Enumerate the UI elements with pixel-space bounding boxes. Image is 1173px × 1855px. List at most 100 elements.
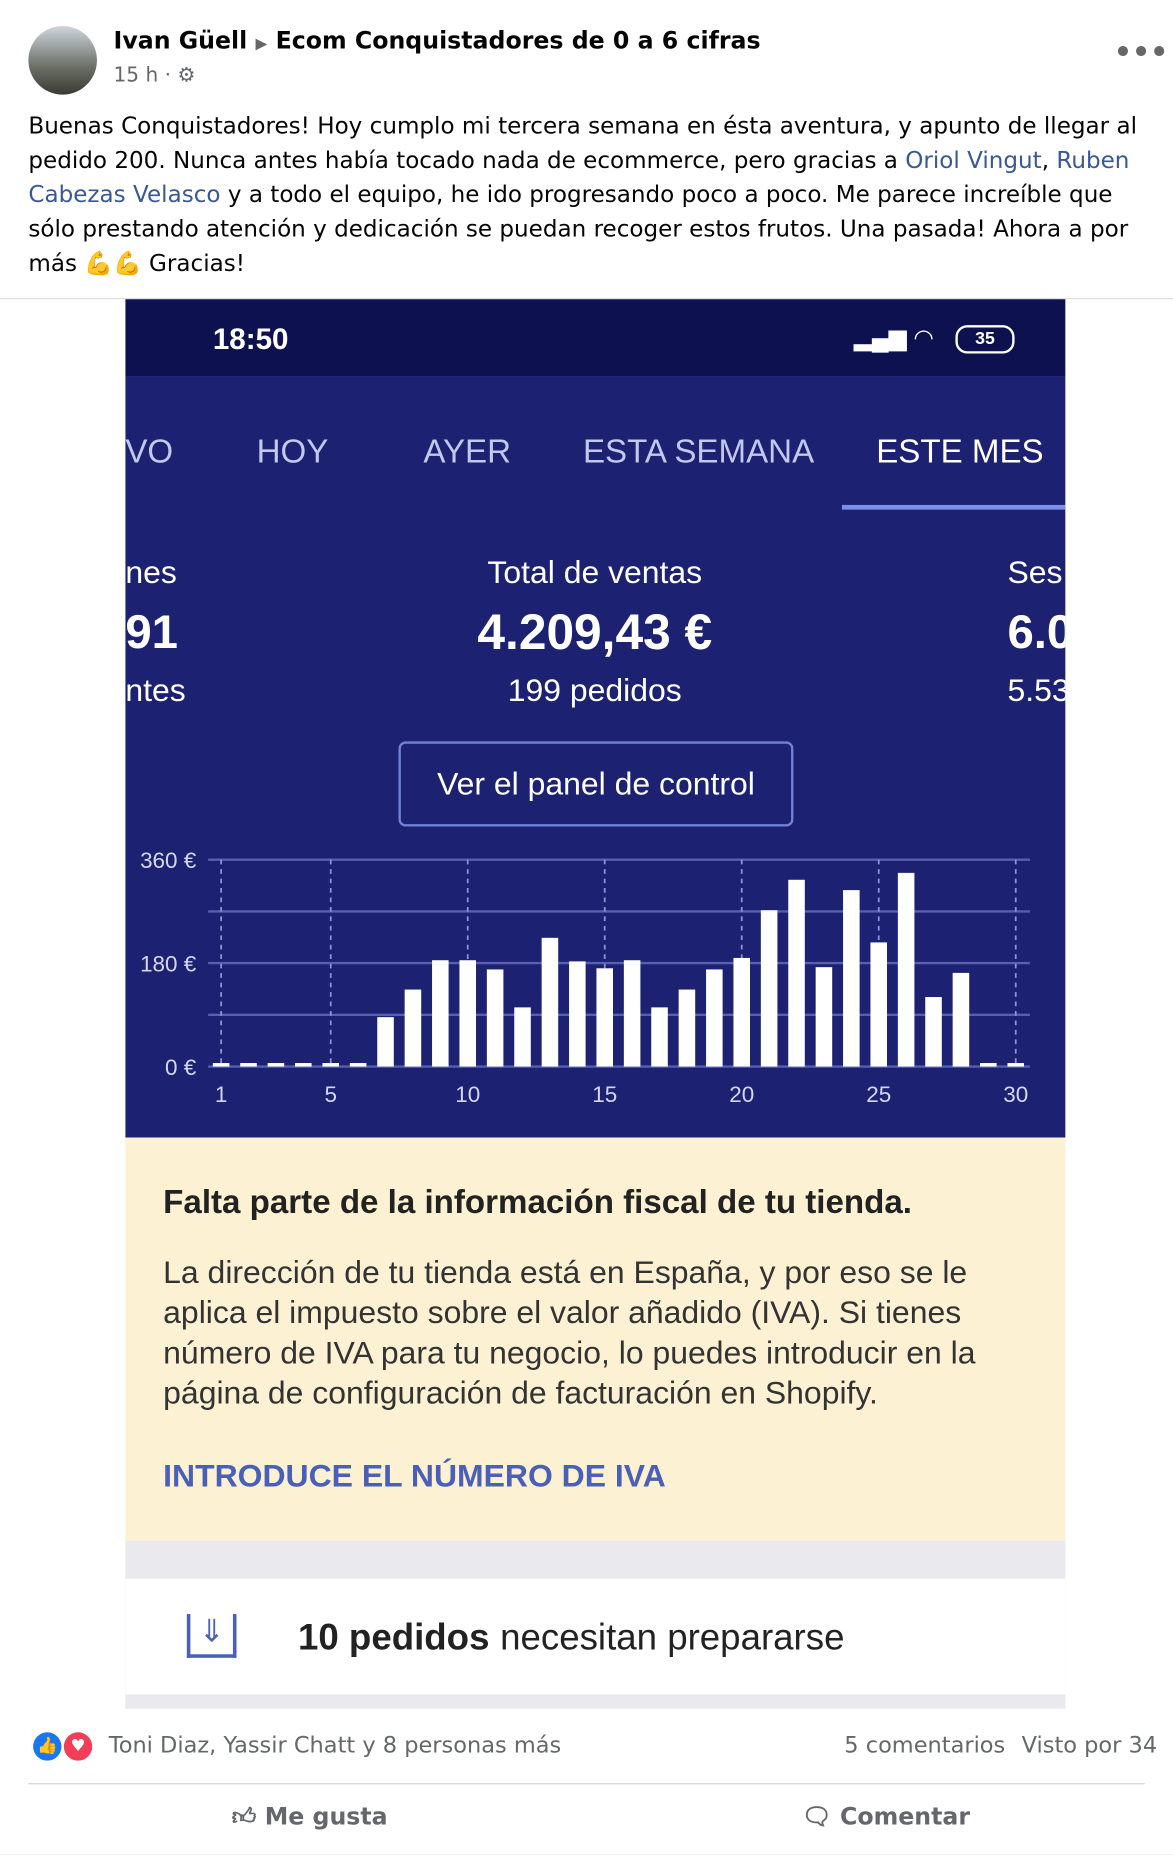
comment-glyph: 🗨︎ [801,1802,840,1831]
bar [1007,1063,1025,1067]
y-tick-label: 0 € [165,1055,197,1080]
bar [349,1063,367,1067]
stat-right: Ses [1007,554,1063,591]
stat-sub: 199 pedidos [507,672,682,709]
like-button[interactable]: 👍︎ Me gusta [232,1802,388,1832]
bar [870,942,888,1067]
bar [459,960,477,1067]
arrow: ▶ [255,35,268,54]
bar [706,969,723,1067]
stat-label: Total de ventas [487,554,703,591]
tab[interactable]: VO [125,432,174,470]
tab-underline [841,504,1066,510]
x-tick-label: 5 [324,1082,337,1107]
x-tick-label: 25 [866,1082,891,1107]
stat-left: nes [125,554,177,591]
mention[interactable]: Oriol Vingut [905,146,1042,174]
love-icon: ♥ [63,1732,93,1761]
x-tick-label: 10 [455,1082,480,1107]
separator: · ⚙ [158,63,196,88]
tab[interactable]: HOY [256,432,329,470]
group[interactable]: Ecom Conquistadores de 0 a 6 cifras [275,26,761,55]
y-tick-label: 360 € [140,848,197,873]
text: Buenas Conquistadores! Hoy cumplo mi ter… [28,112,1137,174]
bar [404,989,422,1067]
header: Ivan Güell ▶ Ecom Conquistadores de 0 a … [114,26,761,54]
meta: 15 h · ⚙ [114,64,196,88]
phone-screenshot: 18:50 ▂▄▆ ◠ 35 nes 91 ntes Total de vent… [125,299,1066,1709]
notice-title: Falta parte de la información fiscal de … [163,1183,912,1221]
status-time: 18:50 [212,322,289,356]
reactions[interactable]: Toni Diaz, Yassir Chatt y 8 personas más [108,1732,562,1759]
text: y a todo el equipo, he ido progresando p… [28,180,1129,277]
bar [678,989,696,1067]
divider [28,1783,1145,1785]
bar [432,960,449,1067]
bar [267,1063,285,1067]
like-glyph: 👍︎ [231,1802,265,1831]
bar [925,997,942,1067]
x-tick-label: 20 [729,1082,754,1107]
bar [514,1007,531,1067]
stat-left: ntes [125,672,186,709]
divider [0,297,1173,300]
bar [788,879,805,1067]
comments-count[interactable]: 5 comentarios [844,1732,1006,1759]
notice-body: La dirección de tu tienda está en España… [163,1254,976,1411]
bar [212,1063,230,1067]
bar [569,961,586,1067]
orders[interactable]: 10 pedidos necesitan prepararse [298,1616,844,1659]
stat-right: 5.53 [1007,672,1066,709]
comment-button[interactable]: 🗨︎ Comentar [802,1802,970,1830]
author[interactable]: Ivan Güell [113,26,248,55]
tab[interactable]: ESTE MES [876,432,1044,470]
bar [322,1063,339,1067]
views[interactable]: Visto por 34 [1021,1732,1158,1759]
mention[interactable]: Ruben Cabezas Velasco [28,146,1130,209]
bar [843,890,860,1067]
stat-value: 4.209,43 € [477,604,713,660]
bar [240,1063,257,1067]
orders-text: necesitan prepararse [500,1616,845,1658]
bar [377,1017,394,1067]
orders-panel [125,1578,1066,1695]
orders-count: 10 pedidos [297,1616,490,1658]
bar [952,972,970,1067]
notice-action[interactable]: INTRODUCE EL NÚMERO DE IVA [163,1457,666,1494]
more[interactable]: ••• [1113,35,1169,69]
tab[interactable]: AYER [423,432,512,470]
bar [815,967,833,1067]
bar [733,957,751,1067]
x-tick-label: 15 [592,1082,617,1107]
bar [541,937,559,1067]
bar [486,969,504,1067]
bar [623,960,641,1067]
time[interactable]: 15 h [113,63,159,88]
bar [897,872,915,1067]
bar [596,968,614,1067]
bar [760,910,778,1067]
text: , [1041,146,1057,174]
like-label: Me gusta [264,1802,388,1831]
chart: 0 €180 €360 €1 5 10 15 20 25 30 [140,848,1030,1107]
y-tick-label: 180 € [140,951,197,976]
comment-label: Comentar [839,1802,971,1831]
bar [651,1007,668,1067]
stat-left: 91 [125,606,178,659]
tab[interactable]: ESTA SEMANA [582,432,815,470]
notice [125,1137,1066,1541]
x-tick-label: 30 [1003,1082,1028,1107]
dashboard-button[interactable]: Ver el panel de control [398,741,794,827]
bar [980,1063,997,1067]
avatar[interactable] [28,26,97,95]
stat-right: 6.0 [1007,606,1065,659]
bar [295,1063,312,1067]
download-icon: ⇓ [186,1614,237,1658]
x-tick-label: 1 [215,1082,227,1107]
post-text: Buenas Conquistadores! Hoy cumplo mi ter… [28,109,1140,280]
status-bar [125,299,1066,377]
battery: 35 [955,325,1015,354]
signal: ▂▄▆ ◠ [853,325,935,352]
